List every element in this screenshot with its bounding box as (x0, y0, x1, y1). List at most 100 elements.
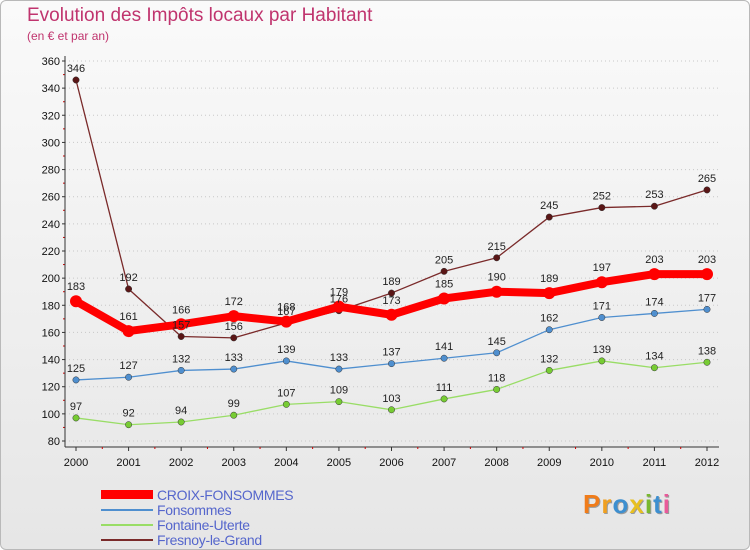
data-label: 139 (277, 344, 295, 356)
data-point (335, 365, 343, 373)
data-point (280, 315, 293, 328)
data-label: 189 (382, 276, 400, 288)
legend-swatch (101, 508, 153, 511)
data-point (72, 414, 80, 422)
data-label: 192 (119, 272, 137, 284)
legend-label: Fontaine-Uterte (157, 516, 250, 533)
data-point (650, 202, 658, 210)
legend-item: CROIX-FONSOMMES (101, 486, 294, 503)
data-label: 190 (487, 272, 505, 284)
data-label: 132 (540, 353, 558, 365)
data-point (490, 285, 503, 298)
data-point (230, 411, 238, 419)
data-point (125, 373, 133, 381)
data-label: 172 (225, 296, 243, 308)
data-point (227, 310, 240, 323)
y-tick-label: 200 (42, 273, 60, 285)
data-label: 252 (593, 191, 611, 203)
data-point (388, 406, 395, 414)
y-tick-label: 180 (42, 300, 60, 312)
data-point (72, 76, 80, 84)
data-point (493, 254, 501, 262)
data-point (70, 295, 82, 308)
data-label: 177 (698, 292, 716, 304)
data-label: 166 (172, 304, 190, 316)
y-tick-label: 100 (42, 409, 60, 421)
data-label: 253 (645, 189, 663, 201)
data-label: 107 (277, 387, 295, 399)
data-point (650, 364, 658, 372)
data-point (177, 333, 185, 340)
data-point (230, 334, 238, 342)
data-label: 157 (172, 320, 190, 332)
data-point (703, 186, 711, 194)
data-label: 139 (593, 344, 611, 356)
data-point (125, 421, 133, 429)
data-label: 103 (382, 393, 400, 405)
x-tick-label: 2011 (643, 457, 667, 469)
data-label: 183 (67, 281, 85, 293)
grid-lines (65, 60, 719, 442)
y-tick-label: 140 (42, 355, 60, 367)
data-label: 141 (435, 341, 453, 353)
data-point (598, 204, 606, 212)
series-lines (70, 76, 713, 429)
y-tick-label: 300 (42, 137, 60, 149)
data-point (177, 418, 185, 426)
x-tick-label: 2004 (274, 457, 298, 469)
data-label: 197 (593, 262, 611, 274)
legend-label: Fonsommes (157, 501, 232, 518)
data-point (388, 360, 395, 368)
data-label: 173 (382, 295, 400, 307)
data-point (703, 305, 711, 313)
legend-label: CROIX-FONSOMMES (157, 486, 294, 503)
chart-subtitle: (en € et par an) (27, 29, 110, 43)
x-tick-label: 2012 (695, 457, 719, 469)
data-label: 203 (698, 254, 716, 266)
x-tick-label: 2000 (64, 457, 88, 469)
data-point (595, 276, 608, 289)
legend-item: Fontaine-Uterte (101, 516, 293, 533)
data-label: 125 (67, 363, 85, 375)
data-point (230, 365, 238, 373)
legend-swatch (101, 490, 153, 499)
data-label: 132 (172, 353, 190, 365)
data-point (545, 213, 553, 221)
data-point (332, 300, 345, 313)
y-tick-label: 160 (42, 327, 60, 339)
data-point (388, 289, 395, 297)
data-label: 109 (330, 385, 348, 397)
data-point (122, 325, 135, 338)
data-point (125, 285, 133, 293)
legend-item: Fonsommes (101, 501, 293, 518)
data-label: 168 (277, 302, 295, 314)
data-label: 265 (698, 173, 716, 185)
x-tick-label: 2006 (379, 457, 403, 469)
data-label: 118 (488, 372, 506, 384)
data-point (493, 385, 501, 393)
data-point (440, 395, 448, 403)
data-label: 174 (645, 296, 663, 308)
x-tick-label: 2008 (484, 457, 508, 469)
y-tick-label: 120 (42, 382, 60, 394)
y-tick-label: 220 (42, 246, 60, 258)
x-tick-label: 2005 (327, 457, 351, 469)
data-label: 167 (277, 306, 295, 318)
x-tick-label: 2010 (590, 457, 614, 469)
data-label: 179 (330, 287, 348, 299)
data-point (175, 318, 188, 331)
legend-swatch (101, 538, 153, 541)
y-tick-label: 260 (42, 192, 60, 204)
data-point (385, 308, 398, 321)
data-point (493, 349, 501, 357)
data-labels: 125 127 132 133 139 133 137 141 145 162 171 174 177 9… (67, 63, 716, 420)
data-point (648, 268, 661, 281)
x-tick-label: 2001 (116, 457, 140, 469)
data-point (545, 366, 553, 374)
data-point (543, 287, 556, 300)
data-point (650, 309, 658, 317)
data-point (282, 400, 290, 408)
data-point (72, 376, 80, 384)
data-label: 171 (593, 301, 611, 313)
